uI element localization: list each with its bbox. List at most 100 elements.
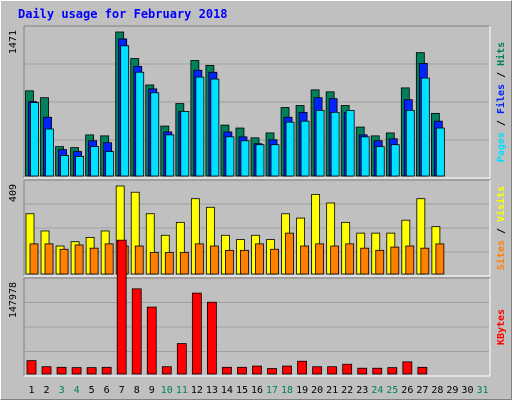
day-label-28: 28 bbox=[431, 385, 443, 396]
bottom-max-label: 147978 bbox=[8, 282, 19, 318]
sites-bar-18 bbox=[285, 232, 294, 275]
sites-bar-4 bbox=[74, 244, 84, 275]
kbytes-bar-22 bbox=[342, 363, 353, 375]
middle-max-label: 409 bbox=[8, 184, 19, 202]
pages-bar-8 bbox=[135, 71, 145, 177]
kbytes-bar-9 bbox=[146, 306, 157, 375]
kbytes-bar-1 bbox=[26, 360, 37, 375]
kbytes-bar-7 bbox=[116, 239, 127, 375]
day-label-5: 5 bbox=[89, 385, 95, 396]
sites-bar-13 bbox=[209, 245, 219, 275]
day-label-9: 9 bbox=[149, 385, 155, 396]
day-label-17: 17 bbox=[266, 385, 278, 396]
top-legend-files: Files bbox=[495, 84, 507, 114]
pages-bar-7 bbox=[120, 45, 130, 177]
pages-bar-22 bbox=[345, 110, 355, 177]
day-label-31: 31 bbox=[476, 385, 488, 396]
day-label-8: 8 bbox=[134, 385, 140, 396]
kbytes-bar-11 bbox=[176, 343, 187, 375]
pages-bar-9 bbox=[150, 92, 160, 177]
kbytes-bar-25 bbox=[387, 367, 398, 375]
kbytes-bar-19 bbox=[297, 360, 307, 375]
middle-legend-visits: Visits bbox=[495, 186, 507, 222]
sites-bar-9 bbox=[149, 252, 159, 275]
pages-bar-24 bbox=[375, 146, 385, 177]
day-label-1: 1 bbox=[29, 385, 35, 396]
pages-bar-1 bbox=[30, 102, 39, 177]
pages-bar-5 bbox=[90, 146, 100, 177]
sites-bar-5 bbox=[89, 247, 99, 275]
sites-bar-8 bbox=[134, 245, 144, 275]
kbytes-bar-4 bbox=[71, 367, 82, 375]
kbytes-bar-8 bbox=[131, 288, 142, 375]
day-label-4: 4 bbox=[74, 385, 80, 396]
sites-bar-28 bbox=[435, 243, 445, 275]
kbytes-bar-5 bbox=[86, 367, 97, 375]
kbytes-bar-18 bbox=[282, 365, 292, 375]
sites-bar-23 bbox=[360, 247, 370, 275]
pages-bar-19 bbox=[300, 120, 310, 177]
day-label-27: 27 bbox=[416, 385, 428, 396]
day-label-6: 6 bbox=[104, 385, 110, 396]
pages-bar-4 bbox=[75, 156, 84, 177]
day-label-23: 23 bbox=[356, 385, 368, 396]
pages-bar-3 bbox=[60, 155, 69, 177]
day-label-30: 30 bbox=[461, 385, 473, 396]
day-label-12: 12 bbox=[191, 385, 203, 396]
kbytes-bar-12 bbox=[191, 292, 202, 375]
sites-bar-6 bbox=[104, 243, 114, 275]
day-label-21: 21 bbox=[326, 385, 338, 396]
sites-bar-21 bbox=[330, 245, 340, 275]
day-label-16: 16 bbox=[251, 385, 263, 396]
chart-title: Daily usage for February 2018 bbox=[18, 7, 228, 21]
kbytes-bar-14 bbox=[222, 366, 232, 375]
day-label-29: 29 bbox=[446, 385, 458, 396]
day-label-15: 15 bbox=[236, 385, 248, 396]
sites-bar-10 bbox=[164, 252, 174, 275]
pages-bar-16 bbox=[255, 144, 265, 177]
day-label-13: 13 bbox=[206, 385, 218, 396]
kbytes-bar-17 bbox=[267, 368, 277, 375]
pages-bar-28 bbox=[435, 127, 445, 177]
day-label-26: 26 bbox=[401, 385, 413, 396]
sites-bar-19 bbox=[300, 245, 309, 275]
pages-bar-14 bbox=[225, 136, 235, 177]
sites-bar-15 bbox=[240, 249, 249, 275]
top-legend-hits: Hits bbox=[495, 42, 507, 66]
day-label-2: 2 bbox=[44, 385, 50, 396]
sites-bar-20 bbox=[315, 243, 325, 275]
kbytes-bar-3 bbox=[56, 366, 67, 375]
kbytes-bar-16 bbox=[252, 365, 262, 375]
pages-bar-26 bbox=[405, 110, 415, 177]
middle-legend-separator-1: / bbox=[496, 222, 507, 240]
sites-bar-22 bbox=[345, 243, 355, 275]
sites-bar-12 bbox=[194, 243, 204, 275]
middle-legend: Sites / Visits bbox=[495, 186, 507, 270]
day-label-7: 7 bbox=[119, 385, 125, 396]
sites-bar-17 bbox=[270, 248, 279, 275]
top-legend-pages: Pages bbox=[496, 132, 507, 162]
bottom-legend-kbytes: KBytes bbox=[496, 309, 507, 345]
pages-bar-20 bbox=[315, 110, 325, 177]
pages-bar-12 bbox=[195, 76, 205, 177]
top-legend-separator-1: / bbox=[496, 114, 507, 132]
sites-bar-24 bbox=[375, 249, 385, 275]
day-label-18: 18 bbox=[281, 385, 293, 396]
pages-bar-18 bbox=[285, 121, 295, 177]
kbytes-bar-2 bbox=[41, 366, 52, 375]
pages-bar-2 bbox=[45, 128, 54, 177]
pages-bar-25 bbox=[390, 144, 400, 177]
pages-bar-13 bbox=[210, 78, 220, 177]
sites-bar-11 bbox=[179, 252, 189, 275]
pages-bar-10 bbox=[165, 134, 175, 177]
day-label-11: 11 bbox=[176, 385, 188, 396]
kbytes-bar-6 bbox=[101, 366, 112, 375]
pages-bar-15 bbox=[240, 140, 250, 177]
pages-bar-6 bbox=[105, 151, 115, 177]
kbytes-bar-15 bbox=[237, 366, 247, 375]
sites-bar-25 bbox=[390, 246, 400, 275]
kbytes-bar-13 bbox=[206, 301, 217, 375]
pages-bar-11 bbox=[180, 110, 190, 177]
kbytes-bar-27 bbox=[417, 366, 428, 375]
